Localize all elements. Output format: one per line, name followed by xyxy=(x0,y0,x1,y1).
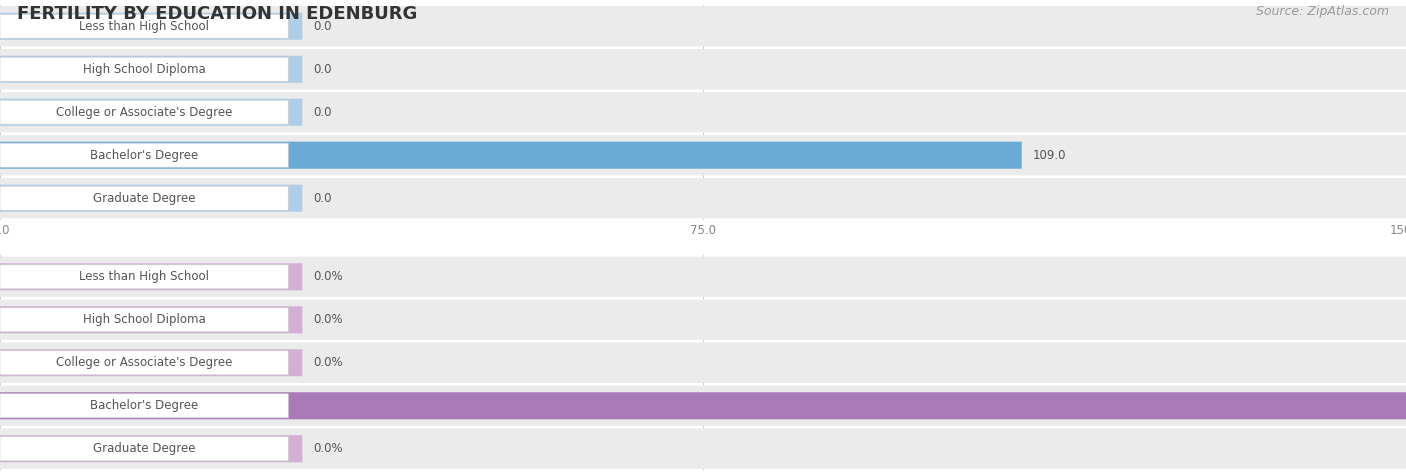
Text: Bachelor's Degree: Bachelor's Degree xyxy=(90,149,198,162)
FancyBboxPatch shape xyxy=(0,394,288,418)
FancyBboxPatch shape xyxy=(0,142,1022,169)
FancyBboxPatch shape xyxy=(0,349,302,376)
FancyBboxPatch shape xyxy=(0,342,1406,383)
Text: Less than High School: Less than High School xyxy=(79,20,209,33)
Text: Graduate Degree: Graduate Degree xyxy=(93,192,195,205)
Text: Bachelor's Degree: Bachelor's Degree xyxy=(90,399,198,412)
FancyBboxPatch shape xyxy=(0,100,288,124)
FancyBboxPatch shape xyxy=(0,428,1406,469)
FancyBboxPatch shape xyxy=(0,99,302,126)
Text: High School Diploma: High School Diploma xyxy=(83,63,205,76)
FancyBboxPatch shape xyxy=(0,186,288,210)
FancyBboxPatch shape xyxy=(0,56,302,83)
FancyBboxPatch shape xyxy=(0,143,288,167)
FancyBboxPatch shape xyxy=(0,92,1406,133)
Text: FERTILITY BY EDUCATION IN EDENBURG: FERTILITY BY EDUCATION IN EDENBURG xyxy=(17,5,418,23)
FancyBboxPatch shape xyxy=(0,6,1406,47)
FancyBboxPatch shape xyxy=(0,265,288,289)
Text: 0.0%: 0.0% xyxy=(314,270,343,283)
FancyBboxPatch shape xyxy=(0,49,1406,89)
Text: 0.0: 0.0 xyxy=(314,63,332,76)
Text: 0.0%: 0.0% xyxy=(314,356,343,369)
FancyBboxPatch shape xyxy=(0,135,1406,175)
FancyBboxPatch shape xyxy=(0,178,1406,218)
FancyBboxPatch shape xyxy=(0,185,302,212)
FancyBboxPatch shape xyxy=(0,256,1406,297)
Text: 0.0%: 0.0% xyxy=(314,314,343,326)
FancyBboxPatch shape xyxy=(0,392,1406,419)
FancyBboxPatch shape xyxy=(0,437,288,461)
Text: College or Associate's Degree: College or Associate's Degree xyxy=(56,356,232,369)
FancyBboxPatch shape xyxy=(0,386,1406,426)
Text: 0.0%: 0.0% xyxy=(314,442,343,455)
FancyBboxPatch shape xyxy=(0,306,302,333)
Text: High School Diploma: High School Diploma xyxy=(83,314,205,326)
FancyBboxPatch shape xyxy=(0,14,288,38)
Text: 0.0: 0.0 xyxy=(314,192,332,205)
Text: Less than High School: Less than High School xyxy=(79,270,209,283)
Text: 0.0: 0.0 xyxy=(314,106,332,119)
FancyBboxPatch shape xyxy=(0,57,288,81)
Text: College or Associate's Degree: College or Associate's Degree xyxy=(56,106,232,119)
Text: 109.0: 109.0 xyxy=(1033,149,1066,162)
FancyBboxPatch shape xyxy=(0,300,1406,340)
FancyBboxPatch shape xyxy=(0,435,302,462)
Text: Source: ZipAtlas.com: Source: ZipAtlas.com xyxy=(1256,5,1389,18)
FancyBboxPatch shape xyxy=(0,351,288,375)
Text: 0.0: 0.0 xyxy=(314,20,332,33)
FancyBboxPatch shape xyxy=(0,263,302,290)
FancyBboxPatch shape xyxy=(0,13,302,40)
FancyBboxPatch shape xyxy=(0,308,288,332)
Text: Graduate Degree: Graduate Degree xyxy=(93,442,195,455)
